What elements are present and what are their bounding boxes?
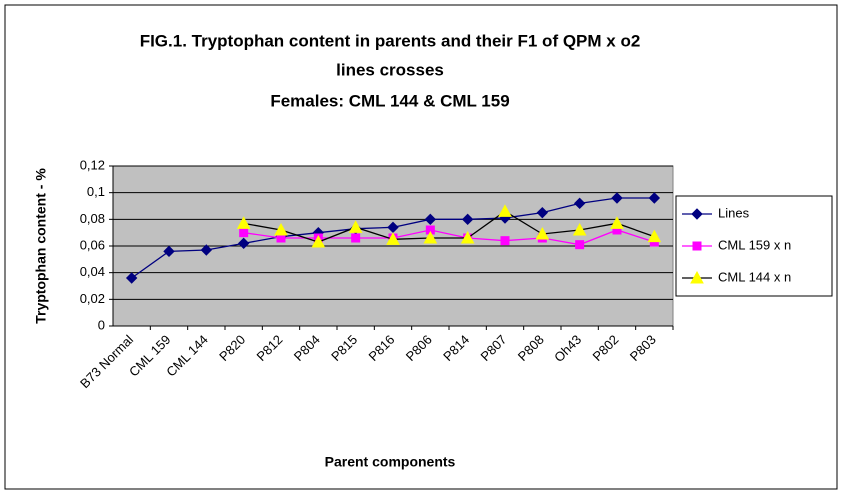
marker bbox=[461, 213, 474, 226]
marker bbox=[692, 241, 702, 251]
y-tick-label: 0,08 bbox=[80, 211, 105, 226]
chart-title: FIG.1. Tryptophan content in parents and… bbox=[140, 31, 641, 50]
marker bbox=[648, 192, 661, 204]
chart-subtitle: Females: CML 144 & CML 159 bbox=[270, 91, 509, 110]
marker bbox=[611, 192, 623, 204]
y-tick-label: 0,06 bbox=[80, 237, 105, 252]
y-axis-title: Tryptophan content - % bbox=[33, 168, 49, 324]
marker bbox=[424, 213, 437, 226]
marker bbox=[647, 229, 662, 243]
legend-label: Lines bbox=[718, 205, 750, 220]
marker bbox=[311, 234, 326, 248]
series-line bbox=[243, 229, 655, 246]
y-tick-label: 0,04 bbox=[80, 264, 105, 279]
marker bbox=[536, 206, 549, 219]
legend-label: CML 144 x n bbox=[718, 269, 791, 284]
x-axis-title: Parent components bbox=[325, 454, 456, 470]
marker bbox=[575, 240, 585, 250]
marker bbox=[163, 245, 175, 258]
marker bbox=[610, 216, 624, 229]
marker bbox=[535, 226, 550, 240]
marker bbox=[236, 216, 251, 229]
marker bbox=[348, 220, 363, 233]
y-tick-label: 0,12 bbox=[80, 157, 105, 172]
marker bbox=[691, 208, 703, 220]
marker bbox=[498, 204, 512, 217]
marker bbox=[460, 230, 475, 244]
marker bbox=[239, 228, 249, 238]
marker bbox=[690, 270, 704, 284]
legend-label: CML 159 x n bbox=[718, 237, 791, 252]
marker bbox=[386, 232, 400, 245]
marker bbox=[274, 222, 288, 236]
chart-title: lines crosses bbox=[336, 60, 444, 79]
marker bbox=[573, 197, 586, 210]
marker bbox=[423, 230, 438, 244]
marker bbox=[125, 272, 138, 284]
marker bbox=[500, 236, 510, 246]
marker bbox=[237, 237, 250, 250]
marker bbox=[572, 222, 587, 236]
marker bbox=[351, 233, 361, 243]
y-tick-label: 0,1 bbox=[87, 184, 105, 199]
y-tick-label: 0,02 bbox=[80, 291, 105, 306]
series-line bbox=[243, 210, 655, 243]
y-tick-label: 0 bbox=[98, 317, 105, 332]
marker bbox=[200, 244, 213, 256]
